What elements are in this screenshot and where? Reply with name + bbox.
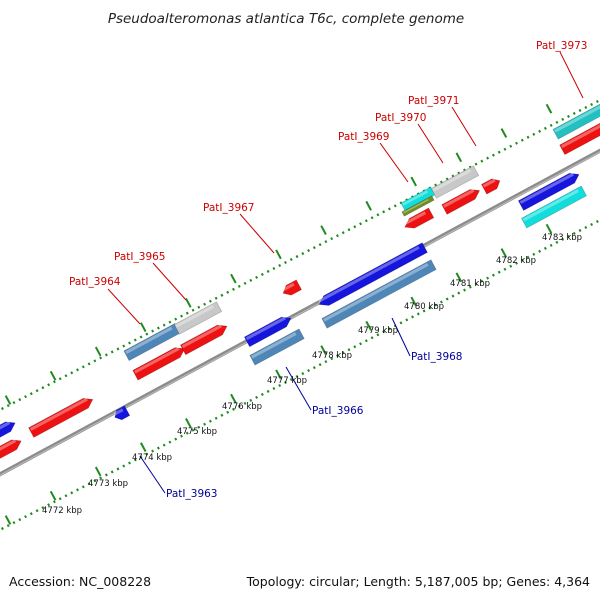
gene-labels-bottom: PatI_3963 PatI_3966 PatI_3968 — [166, 351, 462, 500]
gene-label[interactable]: PatI_3965 — [114, 251, 165, 263]
lower-track-tick — [49, 490, 57, 501]
gene-box-olive[interactable] — [401, 195, 435, 217]
leader-line — [107, 288, 141, 325]
upper-track-tick — [230, 273, 237, 284]
leader-line — [285, 366, 312, 411]
lower-track-tick — [94, 466, 102, 477]
backbone-highlight — [0, 151, 600, 476]
gene-arrow-blue[interactable] — [112, 405, 131, 422]
gene-arrow-red[interactable] — [179, 321, 229, 356]
scale-label: 4781 kbp — [450, 279, 490, 289]
scale-label: 4778 kbp — [312, 351, 352, 361]
scale-label: 4780 kbp — [404, 302, 444, 312]
lower-track-tick — [139, 442, 147, 453]
gene-arrow-red[interactable] — [559, 119, 600, 156]
gene-label[interactable]: PatI_3963 — [166, 488, 217, 500]
lower-track-tick — [320, 345, 327, 355]
gene-arrow-blue[interactable] — [243, 313, 293, 348]
gene-label[interactable]: PatI_3971 — [408, 95, 459, 107]
lower-track-tick — [455, 272, 463, 283]
gene-label[interactable]: PatI_3966 — [312, 405, 364, 417]
upper-dotted-track — [0, 98, 600, 412]
leader-line — [391, 317, 411, 357]
scale-label: 4777 kbp — [267, 376, 307, 386]
upper-track-tick — [4, 395, 12, 405]
gene-box-gray[interactable] — [173, 301, 223, 335]
backbone-line — [0, 148, 600, 477]
gene-arrow-red[interactable] — [28, 395, 96, 438]
leader-line — [239, 213, 275, 254]
gene-arrow-red[interactable] — [0, 436, 24, 461]
gene-arrow-blue[interactable] — [517, 170, 581, 211]
upper-track-tick — [275, 249, 282, 260]
gene-arrow-red[interactable] — [280, 279, 302, 298]
gene-box-gray[interactable] — [430, 165, 480, 199]
scale-label: 4779 kbp — [358, 326, 398, 336]
scale-label: 4774 kbp — [132, 453, 172, 463]
scale-label: 4783 kbp — [542, 233, 582, 243]
gene-arrow-red[interactable] — [441, 186, 482, 215]
leader-line — [559, 51, 584, 99]
leader-line — [379, 142, 409, 183]
scale-label: 4772 kbp — [42, 506, 82, 516]
gene-box-steel[interactable] — [249, 328, 305, 366]
genes-layer — [0, 100, 600, 461]
upper-track-tick — [320, 225, 327, 235]
gene-label[interactable]: PatI_3967 — [203, 202, 254, 214]
tracks-layer — [0, 98, 600, 532]
gene-arrow-red[interactable] — [402, 207, 435, 232]
gene-box-teal[interactable] — [552, 100, 600, 140]
upper-track-tick — [410, 176, 417, 187]
lower-track-tick — [185, 418, 192, 428]
upper-track-tick — [500, 128, 508, 138]
upper-track-tick — [139, 322, 147, 333]
leader-line — [417, 123, 444, 164]
gene-arrow-red[interactable] — [481, 176, 502, 195]
gene-labels-top: PatI_3964 PatI_3965 PatI_3967 PatI_3969 … — [69, 40, 587, 288]
gene-label[interactable]: PatI_3973 — [536, 40, 587, 52]
topology-text: Topology: circular; Length: 5,187,005 bp… — [246, 574, 590, 589]
leader-lines-layer — [107, 51, 584, 494]
leader-line — [451, 106, 477, 147]
upper-track-tick — [94, 346, 102, 357]
gene-box-steel[interactable] — [321, 259, 437, 329]
lower-track-tick — [500, 248, 508, 258]
upper-track-tick — [185, 298, 192, 308]
gene-arrow-blue[interactable] — [0, 418, 18, 443]
leader-line — [139, 455, 166, 494]
gene-label[interactable]: PatI_3970 — [375, 112, 426, 124]
gene-box-cyan[interactable] — [521, 185, 587, 229]
scale-label: 4773 kbp — [88, 479, 128, 489]
accession-text: Accession: NC_008228 — [9, 574, 151, 589]
gene-label[interactable]: PatI_3969 — [338, 131, 389, 143]
lower-track-tick — [545, 223, 553, 234]
scale-label: 4775 kbp — [177, 427, 217, 437]
scale-label: 4782 kbp — [496, 256, 536, 266]
map-title: Pseudoalteromonas atlantica T6c, complet… — [108, 11, 464, 27]
gene-arrow-blue[interactable] — [317, 242, 428, 310]
gene-label[interactable]: PatI_3968 — [411, 351, 462, 363]
upper-track-tick — [365, 200, 372, 211]
upper-track-tick — [455, 152, 463, 163]
leader-line — [152, 262, 187, 301]
scale-label: 4776 kbp — [222, 402, 262, 412]
lower-track-tick — [4, 515, 12, 525]
upper-track-tick — [545, 103, 553, 114]
lower-track-tick — [230, 393, 237, 404]
lower-track-tick — [410, 296, 417, 307]
lower-track-tick — [275, 369, 282, 380]
gene-arrow-red[interactable] — [132, 344, 188, 381]
lower-track-tick — [365, 320, 372, 331]
scale-labels: 4772 kbp 4773 kbp 4774 kbp 4775 kbp 4776… — [42, 233, 582, 516]
gene-label[interactable]: PatI_3964 — [69, 276, 121, 288]
upper-track-tick — [49, 370, 57, 381]
